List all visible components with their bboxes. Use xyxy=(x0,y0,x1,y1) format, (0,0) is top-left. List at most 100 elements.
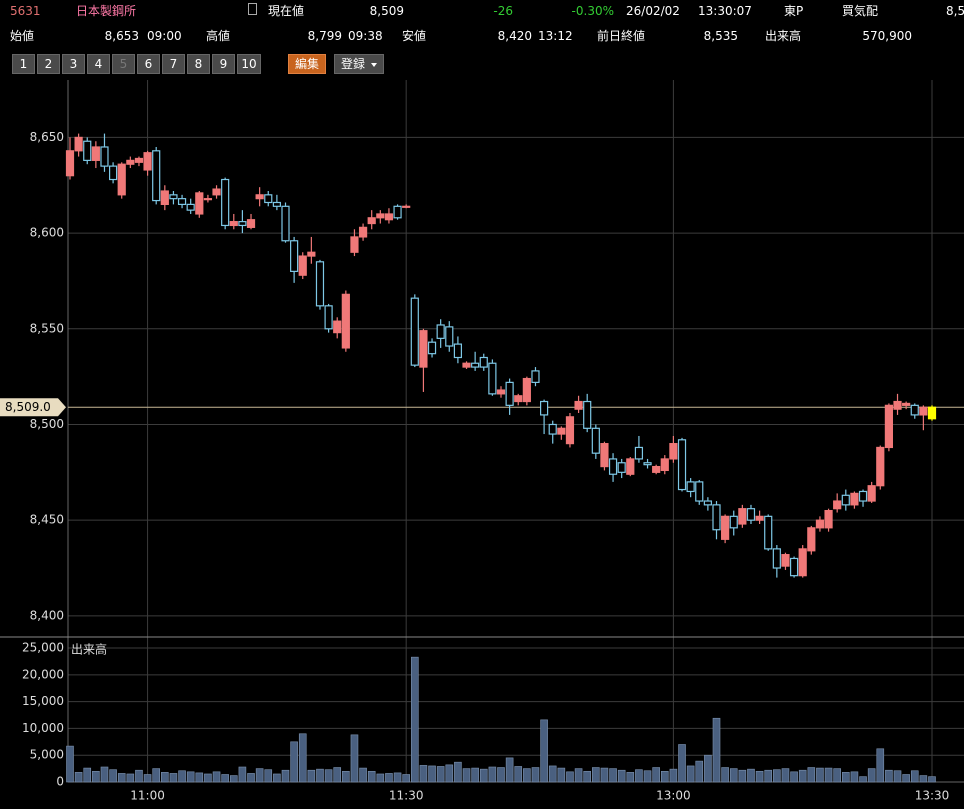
candle-body xyxy=(177,198,187,205)
volume-bar xyxy=(229,775,238,783)
dropdown-arrow xyxy=(371,63,377,67)
period-button[interactable]: 10 xyxy=(237,54,261,74)
volume-bar xyxy=(454,761,462,783)
period-button[interactable]: 3 xyxy=(62,54,85,74)
summary-time: 13:12 xyxy=(538,29,573,43)
candle-body xyxy=(255,194,264,200)
candle-body xyxy=(246,219,256,228)
volume-bar xyxy=(316,768,324,783)
volume-bar xyxy=(479,768,488,783)
candle-body xyxy=(203,198,213,201)
volume-bar xyxy=(385,773,393,783)
candle-body xyxy=(876,446,885,487)
candle-body xyxy=(195,192,204,215)
volume-bar xyxy=(471,767,479,783)
y-tick-label: 8,650 xyxy=(30,130,64,144)
candle-body xyxy=(548,423,557,435)
candle-body xyxy=(833,500,842,510)
candle-body xyxy=(445,326,454,347)
volume-bar xyxy=(255,768,264,783)
candle-body xyxy=(902,402,911,406)
candle-body xyxy=(695,481,704,502)
volume-bar xyxy=(540,719,548,783)
candle-body xyxy=(617,462,626,473)
period-button[interactable]: 1 xyxy=(12,54,35,74)
volume-bar xyxy=(635,769,643,783)
edit-button[interactable]: 編集 xyxy=(288,54,326,74)
volume-bar xyxy=(212,771,221,783)
candle-body xyxy=(712,504,721,531)
volume-bar xyxy=(669,768,678,783)
volume-bar xyxy=(195,772,204,783)
period-button[interactable]: 7 xyxy=(162,54,185,74)
summary-label: 出来高 xyxy=(765,29,802,43)
current-label: 現在値 xyxy=(268,4,305,18)
volume-bar xyxy=(781,768,790,783)
volume-bar xyxy=(807,767,816,783)
candle-body xyxy=(496,389,506,395)
candle-body xyxy=(108,165,118,181)
y-tick-label: 20,000 xyxy=(22,667,64,681)
candle-body xyxy=(281,205,290,242)
volume-bar xyxy=(247,773,255,783)
volume-bar xyxy=(867,768,876,783)
candle-body xyxy=(186,203,195,211)
x-tick-label: 11:30 xyxy=(389,789,424,803)
candle-body xyxy=(134,157,144,163)
candle-body xyxy=(341,293,350,349)
candle-body xyxy=(893,400,902,410)
volume-bar xyxy=(376,773,385,783)
volume-bar xyxy=(135,769,143,783)
stock-code: 5631 xyxy=(10,4,41,18)
volume-bar xyxy=(74,772,83,783)
candle-body xyxy=(703,500,712,506)
volume-bar xyxy=(505,757,514,783)
candle-body xyxy=(919,406,928,416)
candle-body xyxy=(427,341,437,355)
candle-body xyxy=(488,362,497,395)
candle-body xyxy=(462,362,471,368)
volume-bar xyxy=(419,765,428,783)
volume-bar xyxy=(324,769,333,783)
summary-value: 8,799 xyxy=(307,29,342,43)
candle-body xyxy=(479,356,488,368)
register-button[interactable]: 登録 xyxy=(334,54,384,74)
doc-icon[interactable] xyxy=(248,3,257,15)
candle-body xyxy=(393,205,402,219)
x-tick-label: 11:00 xyxy=(130,789,165,803)
period-button[interactable]: 9 xyxy=(212,54,235,74)
candle-body xyxy=(384,213,394,221)
volume-bar xyxy=(833,768,841,783)
volume-bar xyxy=(410,656,419,783)
candle-body xyxy=(514,395,523,403)
period-button[interactable]: 6 xyxy=(137,54,160,74)
period-button[interactable]: 2 xyxy=(37,54,60,74)
summary-label: 前日終値 xyxy=(597,29,646,43)
candle-body xyxy=(358,226,368,238)
candle-body xyxy=(867,485,876,502)
candle-body xyxy=(169,194,178,200)
candle-body xyxy=(643,462,652,466)
change: -26 xyxy=(493,4,513,18)
candle-body xyxy=(738,508,747,525)
period-button[interactable]: 5 xyxy=(112,54,135,74)
candle-body xyxy=(772,548,781,569)
volume-bar xyxy=(152,768,160,783)
volume-bar xyxy=(566,771,574,783)
period-button[interactable]: 4 xyxy=(87,54,110,74)
period-button[interactable]: 8 xyxy=(187,54,210,74)
volume-bar xyxy=(514,766,523,783)
volume-bar xyxy=(402,774,410,783)
candle-body xyxy=(634,446,644,460)
candle-body xyxy=(160,190,169,205)
candle-body xyxy=(367,217,376,225)
volume-bar xyxy=(178,770,186,783)
summary-value: 8,653 xyxy=(104,29,139,43)
summary-label: 高値 xyxy=(206,29,231,43)
candle-body xyxy=(272,201,281,207)
market: 東P xyxy=(784,4,804,18)
volume-bar xyxy=(488,766,497,783)
candle-body xyxy=(677,439,687,491)
